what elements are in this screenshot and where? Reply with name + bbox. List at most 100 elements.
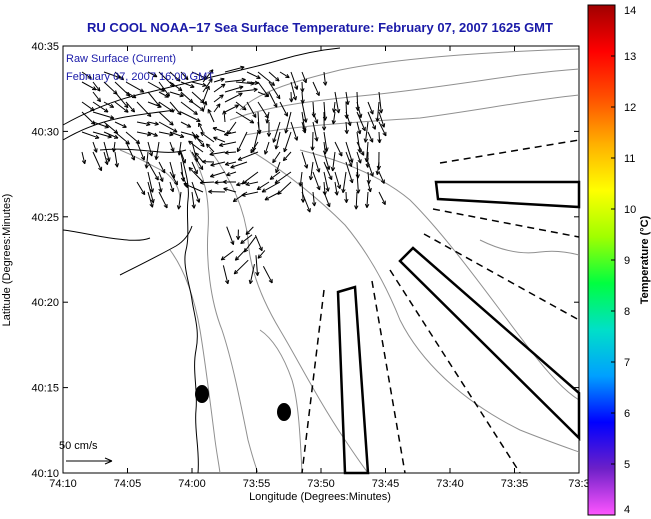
current-arrow <box>136 131 152 137</box>
current-arrow <box>255 255 260 276</box>
current-arrow <box>289 91 294 103</box>
current-arrow <box>345 161 354 184</box>
current-arrow <box>378 111 386 128</box>
current-arrow <box>323 191 331 208</box>
current-arrow <box>345 141 354 163</box>
current-arrow <box>321 111 327 131</box>
current-arrow <box>222 265 230 285</box>
y-tick-label: 40:10 <box>31 468 59 480</box>
current-arrow <box>341 171 347 194</box>
colorbar-tick-label: 9 <box>624 255 630 267</box>
current-arrow <box>222 110 227 123</box>
current-arrow <box>202 69 214 83</box>
current-arrow <box>367 131 374 143</box>
current-arrow <box>144 151 149 169</box>
current-arrow <box>147 191 154 208</box>
current-arrow <box>311 191 317 207</box>
current-arrow <box>158 181 163 193</box>
plot-frame <box>62 45 580 474</box>
colorbar-tick-label: 5 <box>624 459 630 471</box>
current-arrow <box>92 101 109 113</box>
current-arrow <box>345 151 353 168</box>
current-arrow <box>334 91 341 114</box>
x-tick-label: 74:00 <box>178 478 206 490</box>
current-arrow <box>147 81 165 92</box>
current-arrow <box>81 71 92 79</box>
current-arrow <box>224 104 239 113</box>
current-arrow <box>213 83 226 93</box>
current-arrow <box>264 191 281 201</box>
x-tick-label: 73:40 <box>436 478 464 490</box>
current-arrow <box>301 191 311 213</box>
current-arrow <box>92 111 115 120</box>
current-arrow <box>202 100 208 113</box>
colorbar-tick-label: 13 <box>624 51 636 63</box>
current-arrow <box>92 91 102 103</box>
current-arrow <box>169 101 182 116</box>
current-arrow <box>208 189 226 194</box>
current-arrow <box>235 87 258 93</box>
current-arrow <box>125 81 145 93</box>
current-arrow <box>92 121 109 129</box>
current-arrow <box>312 81 320 97</box>
current-arrow <box>282 151 292 162</box>
current-arrow <box>224 161 237 166</box>
current-arrow <box>301 71 308 84</box>
current-arrow <box>136 181 146 196</box>
x-tick-label: 73:3 <box>568 478 589 490</box>
current-arrow <box>147 101 162 108</box>
y-tick-label: 40:30 <box>31 126 59 138</box>
current-arrow <box>92 131 112 139</box>
colorbar-label: Temperature (°C) <box>639 215 651 304</box>
current-arrow <box>226 171 237 177</box>
current-arrow <box>274 131 281 150</box>
current-arrow <box>158 171 164 182</box>
current-arrow <box>308 161 314 181</box>
current-arrow <box>81 101 95 112</box>
x-tick-label: 74:05 <box>114 478 142 490</box>
current-arrow <box>283 131 292 153</box>
current-arrow <box>356 111 366 132</box>
current-arrow <box>301 121 307 134</box>
coastline <box>62 47 341 474</box>
current-arrow <box>147 131 158 137</box>
current-arrow <box>147 161 159 181</box>
current-arrow <box>202 85 210 103</box>
current-arrow <box>245 226 254 235</box>
current-arrow <box>111 141 117 153</box>
current-arrow <box>263 141 270 155</box>
colorbar-tick-label: 14 <box>624 5 636 17</box>
current-arrow <box>169 91 184 98</box>
current-arrow <box>334 171 342 190</box>
current-arrow <box>268 91 278 108</box>
current-arrow <box>103 131 119 139</box>
current-arrow <box>191 181 201 203</box>
current-arrow <box>125 101 136 113</box>
current-arrow <box>250 141 259 154</box>
current-arrow <box>92 141 98 153</box>
current-arrow <box>81 131 100 139</box>
current-arrow <box>274 171 292 184</box>
colorbar-tick-label: 4 <box>624 504 630 516</box>
current-arrow <box>345 91 350 106</box>
current-arrow <box>235 101 247 111</box>
x-axis-ticks: 74:10 74:05 74:00 73:55 73:50 73:45 73:40 73:35… <box>49 46 590 490</box>
current-arrow <box>310 131 315 151</box>
current-arrow <box>290 81 298 101</box>
colorbar-tick-label: 11 <box>624 153 635 165</box>
current-arrow <box>147 121 159 126</box>
y-axis-ticks: 40:10 40:15 40:20 40:25 40:30 40:35 <box>31 41 579 480</box>
current-arrow <box>222 179 237 185</box>
current-arrow <box>209 151 226 157</box>
current-arrow <box>199 180 215 185</box>
current-arrow <box>202 78 213 93</box>
current-arrow <box>312 151 321 173</box>
current-arrow <box>103 141 111 162</box>
current-arrow <box>254 234 263 252</box>
current-arrow <box>269 171 281 180</box>
current-arrow <box>356 121 362 135</box>
current-arrow <box>312 171 321 191</box>
current-arrow <box>272 151 281 164</box>
current-arrow <box>176 191 182 210</box>
